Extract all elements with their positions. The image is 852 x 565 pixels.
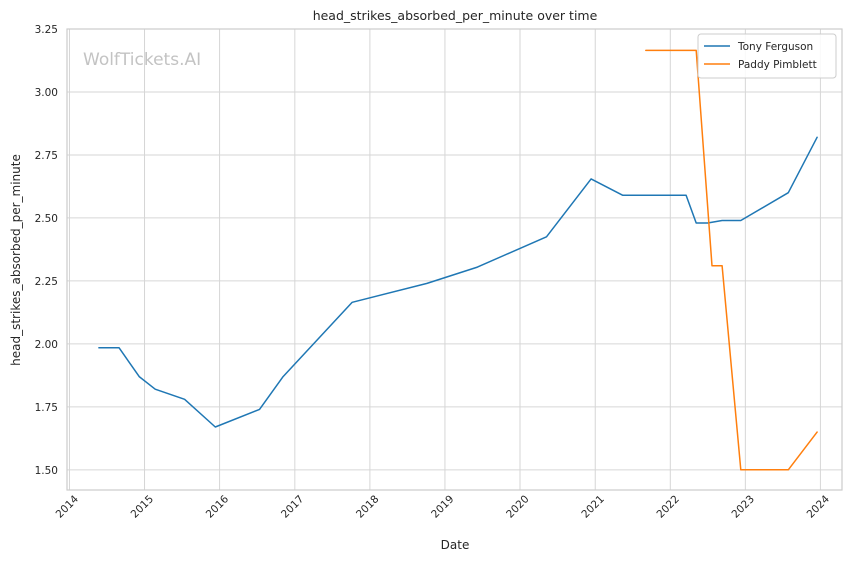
axis-ticks: 2014 2015 2016 2017 2018 2019 2020 2021 2022 2023… — [35, 24, 833, 521]
series-line-tony-ferguson — [98, 136, 818, 428]
y-tick-label: 2.25 — [35, 276, 58, 288]
y-tick-label: 2.50 — [35, 213, 58, 225]
y-tick-label: 3.00 — [35, 87, 58, 99]
legend: Tony Ferguson Paddy Pimblett — [697, 33, 837, 79]
plot-area-frame — [66, 28, 843, 491]
watermark-text: WolfTickets.AI — [83, 50, 201, 70]
legend-label: Tony Ferguson — [737, 41, 813, 53]
y-tick-label: 1.75 — [35, 402, 58, 414]
series-line-paddy-pimblett — [645, 49, 818, 471]
y-tick-label: 2.75 — [35, 150, 58, 162]
y-tick-label: 2.00 — [35, 339, 58, 351]
legend-label: Paddy Pimblett — [738, 59, 817, 71]
y-tick-label: 3.25 — [35, 24, 58, 36]
legend-box — [697, 33, 837, 79]
grid-lines — [66, 28, 843, 491]
chart-title: head_strikes_absorbed_per_minute over ti… — [313, 8, 598, 23]
y-tick-label: 1.50 — [35, 465, 58, 477]
y-axis-label: head_strikes_absorbed_per_minute — [9, 154, 23, 366]
series-lines — [98, 49, 818, 471]
x-axis-label: Date — [441, 538, 470, 552]
